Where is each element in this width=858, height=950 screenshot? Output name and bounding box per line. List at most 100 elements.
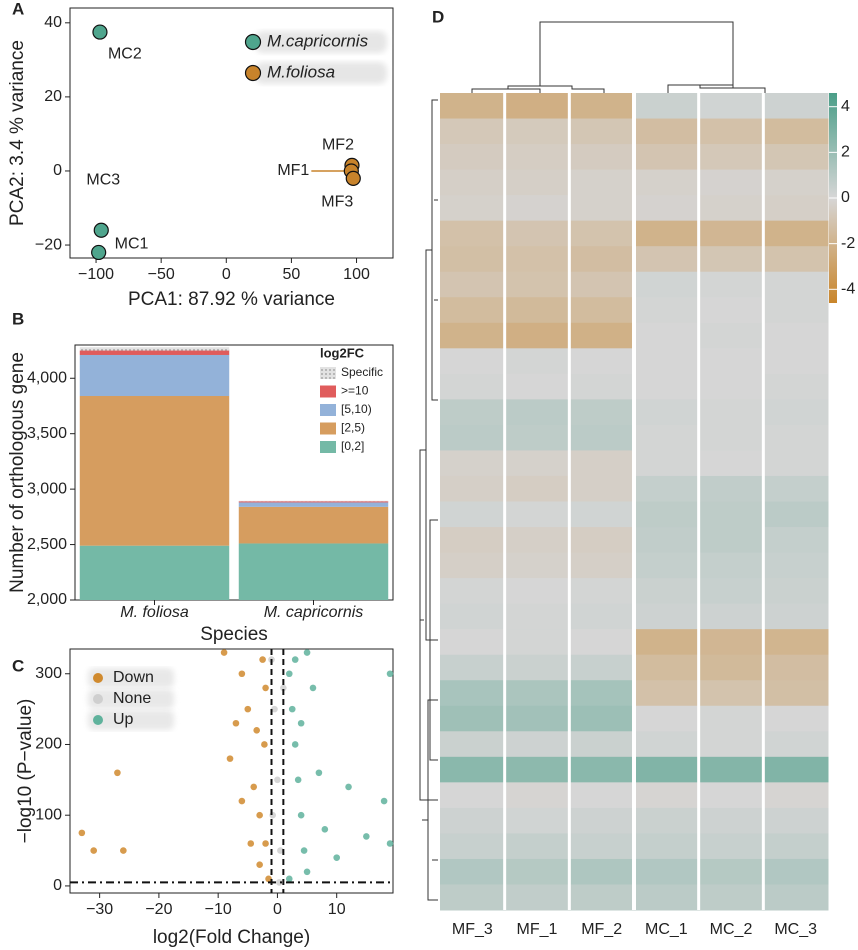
heatmap-cell — [569, 654, 635, 681]
legend-marker — [244, 64, 262, 82]
heatmap-cell — [763, 578, 829, 605]
point — [297, 719, 305, 727]
bar-segment — [238, 543, 389, 600]
heatmap-cell — [698, 858, 764, 885]
heatmap-cell — [440, 654, 506, 681]
point — [309, 684, 317, 692]
legend-shade — [88, 668, 174, 688]
heatmap-cell — [634, 705, 700, 732]
point — [256, 861, 263, 869]
heatmap-cell — [440, 144, 506, 171]
legend-label: None — [113, 690, 151, 707]
point — [300, 847, 308, 854]
heatmap-cell — [504, 322, 570, 349]
heatmap-cell — [763, 680, 829, 707]
legend-swatch — [320, 404, 336, 416]
heatmap-cell — [763, 399, 829, 426]
panel-letter: D — [432, 7, 444, 26]
heatmap-cell — [569, 93, 635, 120]
heatmap-cell — [504, 169, 570, 196]
legend-label: Down — [113, 669, 154, 686]
point — [90, 847, 98, 854]
heatmap-cell — [763, 322, 829, 349]
x-tick-label: −100 — [78, 266, 114, 283]
heatmap-cell — [763, 220, 829, 247]
y-tick-label: −20 — [35, 236, 62, 253]
bar-segment — [79, 396, 230, 546]
heatmap-cell — [698, 654, 764, 681]
heatmap-cell — [763, 807, 829, 834]
heatmap-cell — [763, 169, 829, 196]
heatmap-cell — [634, 475, 700, 502]
heatmap-cell — [698, 144, 764, 171]
heatmap-cell — [504, 807, 570, 834]
heatmap-cell — [763, 603, 829, 630]
legend-shade — [255, 62, 387, 84]
point — [226, 755, 234, 762]
column-dendrogram — [471, 21, 766, 93]
heatmap-cell — [634, 756, 700, 783]
heatmap-cell — [569, 220, 635, 247]
x-tick-label: −20 — [145, 901, 172, 918]
heatmap-cell — [763, 654, 829, 681]
heatmap-cell — [763, 144, 829, 171]
heatmap-cell — [634, 603, 700, 630]
point — [78, 829, 86, 837]
heatmap-cell — [634, 782, 700, 809]
panel-letter: B — [12, 309, 24, 328]
heatmap-cell — [569, 680, 635, 707]
point — [345, 783, 352, 791]
heatmap-cell — [504, 246, 570, 273]
y-tick-label: 40 — [44, 14, 62, 31]
panel-letter: A — [12, 0, 24, 18]
heatmap-cell — [698, 807, 764, 834]
heatmap-cell — [763, 373, 829, 400]
heatmap-cell — [440, 629, 506, 656]
heatmap-cell — [634, 220, 700, 247]
y-axis-label: PCA2: 3.4 % variance — [7, 40, 28, 226]
heatmap-cell — [698, 603, 764, 630]
heatmap-cell — [698, 195, 764, 222]
heatmap-cell — [698, 297, 764, 324]
colorbar-label: 4 — [841, 98, 850, 115]
point-label: MC3 — [86, 171, 120, 188]
y-tick-label: 2,500 — [27, 536, 67, 553]
bar-segment — [238, 501, 389, 503]
heatmap-cell — [569, 578, 635, 605]
y-tick-label: 0 — [53, 877, 62, 894]
heatmap-cell — [763, 195, 829, 222]
point — [256, 811, 263, 819]
heatmap-cell — [569, 271, 635, 298]
heatmap-cell — [569, 756, 635, 783]
heatmap-cell — [504, 858, 570, 885]
y-axis-label: −log10 (P−value) — [15, 699, 36, 844]
heatmap-cell — [440, 450, 506, 477]
point — [238, 797, 246, 805]
heatmap-cell — [569, 884, 635, 911]
heatmap-cell — [763, 501, 829, 528]
heatmap-cell — [698, 220, 764, 247]
heatmap-cell — [440, 807, 506, 834]
heatmap-cell — [634, 271, 700, 298]
heatmap-cell — [504, 195, 570, 222]
legend-swatch — [320, 385, 336, 398]
legend-shade — [88, 689, 174, 709]
heatmap-cell — [440, 833, 506, 860]
x-tick-label: −30 — [86, 901, 113, 918]
column-label: MC_3 — [774, 921, 817, 938]
heatmap-cell — [504, 475, 570, 502]
heatmap-cell — [634, 527, 700, 554]
heatmap-cell — [504, 680, 570, 707]
point — [277, 847, 284, 854]
heatmap-cell — [698, 578, 764, 605]
heatmap-cell — [634, 807, 700, 834]
y-tick-label: 3,500 — [27, 425, 67, 442]
heatmap-cell — [504, 118, 570, 145]
point — [259, 656, 266, 663]
heatmap-cell — [698, 782, 764, 809]
colorbar-label: -4 — [841, 281, 855, 298]
heatmap-cell — [634, 424, 700, 451]
heatmap-cell — [634, 246, 700, 273]
heatmap-cell — [440, 271, 506, 298]
heatmap-cell — [440, 552, 506, 579]
